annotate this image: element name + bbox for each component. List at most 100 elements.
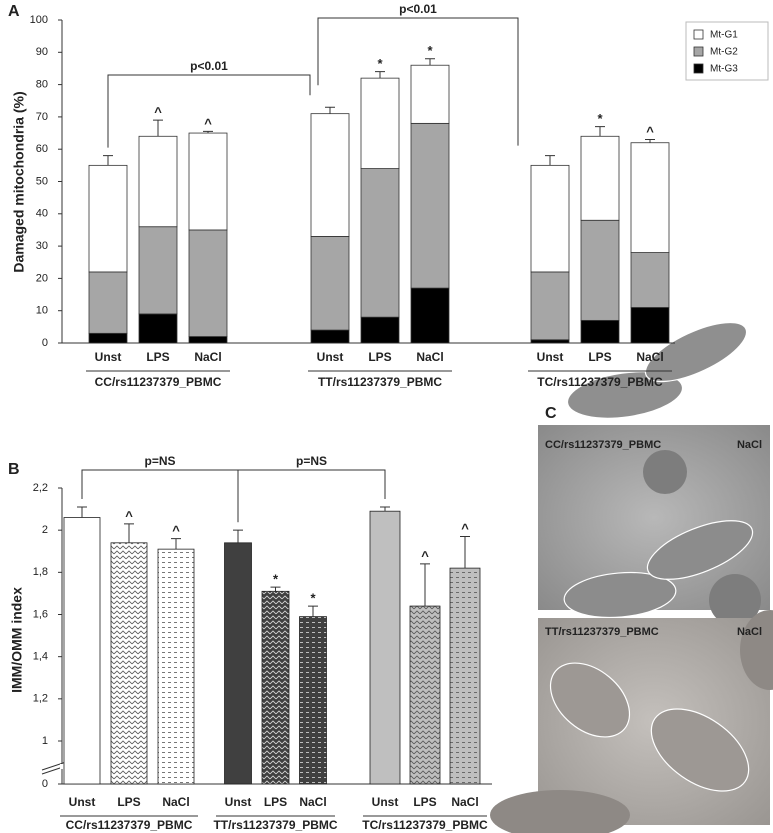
y-tick-label: 70 (36, 111, 48, 123)
error-bar (203, 130, 213, 134)
error-bar (645, 139, 655, 143)
bar-segment (138, 135, 178, 228)
x-tick-label: NaCl (162, 795, 189, 809)
bar-segment (360, 77, 400, 169)
micrograph-panel: C CC/rs11237379_PBMC NaCl TT/rs11237379_… (490, 321, 773, 833)
y-tick-label: 30 (36, 240, 48, 252)
significance-label: p=NS (144, 454, 175, 468)
error-bar (420, 563, 430, 607)
bar (261, 590, 290, 785)
significance-bracket (317, 17, 519, 146)
y-tick-label: 0 (42, 337, 48, 349)
bar-annotation: ^ (125, 508, 133, 523)
mitochondrion-outline (644, 321, 748, 383)
bar-segment (410, 64, 450, 124)
x-tick-label: Unst (69, 795, 96, 809)
bar-annotation: * (377, 56, 383, 71)
y-tick-label: 40 (36, 208, 48, 220)
micrograph-condition: NaCl (737, 439, 762, 451)
micrograph-condition: NaCl (737, 626, 762, 638)
bar-annotation: ^ (154, 105, 162, 120)
legend-swatch (693, 63, 704, 74)
x-tick-label: LPS (117, 795, 140, 809)
y-tick-label: 2,2 (33, 482, 48, 494)
bar-segment (138, 226, 178, 315)
organelle (490, 790, 630, 833)
error-bar (124, 523, 134, 543)
bar-annotation: ^ (421, 548, 429, 563)
y-axis-title: Damaged mitochondria (%) (11, 91, 27, 272)
x-tick-label: Unst (372, 795, 399, 809)
bar-annotation: ^ (172, 523, 180, 538)
bar-segment (580, 319, 620, 344)
group-label: CC/rs11237379_PBMC (95, 375, 222, 389)
legend-label: Mt-G3 (710, 64, 738, 75)
error-bar (233, 529, 243, 543)
y-tick-label: 80 (36, 79, 48, 91)
error-bar (325, 106, 335, 114)
bar-segment (188, 132, 228, 231)
bar-annotation: ^ (461, 521, 469, 536)
organelle (709, 574, 761, 626)
significance-label: p<0.01 (190, 59, 228, 73)
bar (449, 567, 481, 785)
bar (409, 605, 441, 785)
error-bar (77, 506, 87, 518)
error-bar (153, 119, 163, 137)
significance-bracket (81, 469, 239, 523)
y-tick-label: 1,2 (33, 693, 48, 705)
error-bar (171, 538, 181, 550)
panel-label: A (8, 3, 20, 20)
error-bar (308, 605, 318, 617)
x-tick-label: LPS (588, 350, 611, 364)
y-tick-label: 60 (36, 143, 48, 155)
x-tick-label: LPS (368, 350, 391, 364)
bar-segment (310, 113, 350, 237)
x-tick-label: Unst (95, 350, 122, 364)
bar-segment (360, 168, 400, 318)
bar (224, 542, 252, 785)
organelle (643, 450, 687, 494)
micrograph-title: CC/rs11237379_PBMC (545, 439, 661, 451)
bar-segment (630, 252, 670, 308)
error-bar (103, 155, 113, 166)
error-bar (375, 71, 385, 79)
significance-bracket (237, 469, 386, 523)
bar-segment (630, 142, 670, 253)
bar-segment (138, 313, 178, 344)
significance-label: p<0.01 (399, 2, 437, 16)
panel-label: B (8, 461, 20, 478)
x-tick-label: Unst (317, 350, 344, 364)
group-label: TC/rs11237379_PBMC (362, 818, 488, 832)
bar-segment (530, 271, 570, 341)
bar-segment (310, 236, 350, 331)
y-tick-label: 10 (36, 305, 48, 317)
bar-annotation: ^ (646, 124, 654, 139)
legend-label: Mt-G1 (710, 30, 738, 41)
group-label: TC/rs11237379_PBMC (537, 375, 663, 389)
bar (299, 616, 327, 785)
bar-segment (530, 164, 570, 273)
bar-segment (530, 339, 570, 344)
bar-segment (630, 307, 670, 344)
y-tick-label: 2 (42, 524, 48, 536)
error-bar (460, 535, 470, 569)
bar-segment (310, 329, 350, 344)
legend-swatch (693, 29, 704, 40)
bar-annotation: * (427, 43, 433, 58)
axis-break-gap (60, 764, 64, 769)
significance-label: p=NS (296, 454, 327, 468)
bar-annotation: ^ (204, 116, 212, 131)
bar-segment (88, 164, 128, 273)
bar-segment (360, 316, 400, 344)
y-tick-label: 1 (42, 735, 48, 747)
bar-segment (580, 219, 620, 321)
bar (110, 542, 148, 785)
x-tick-label: NaCl (194, 350, 221, 364)
bar-annotation: * (273, 572, 279, 587)
x-tick-label: NaCl (636, 350, 663, 364)
significance-bracket (107, 74, 311, 148)
group-label: TT/rs11237379_PBMC (213, 818, 337, 832)
x-tick-label: Unst (537, 350, 564, 364)
bar-segment (88, 332, 128, 344)
